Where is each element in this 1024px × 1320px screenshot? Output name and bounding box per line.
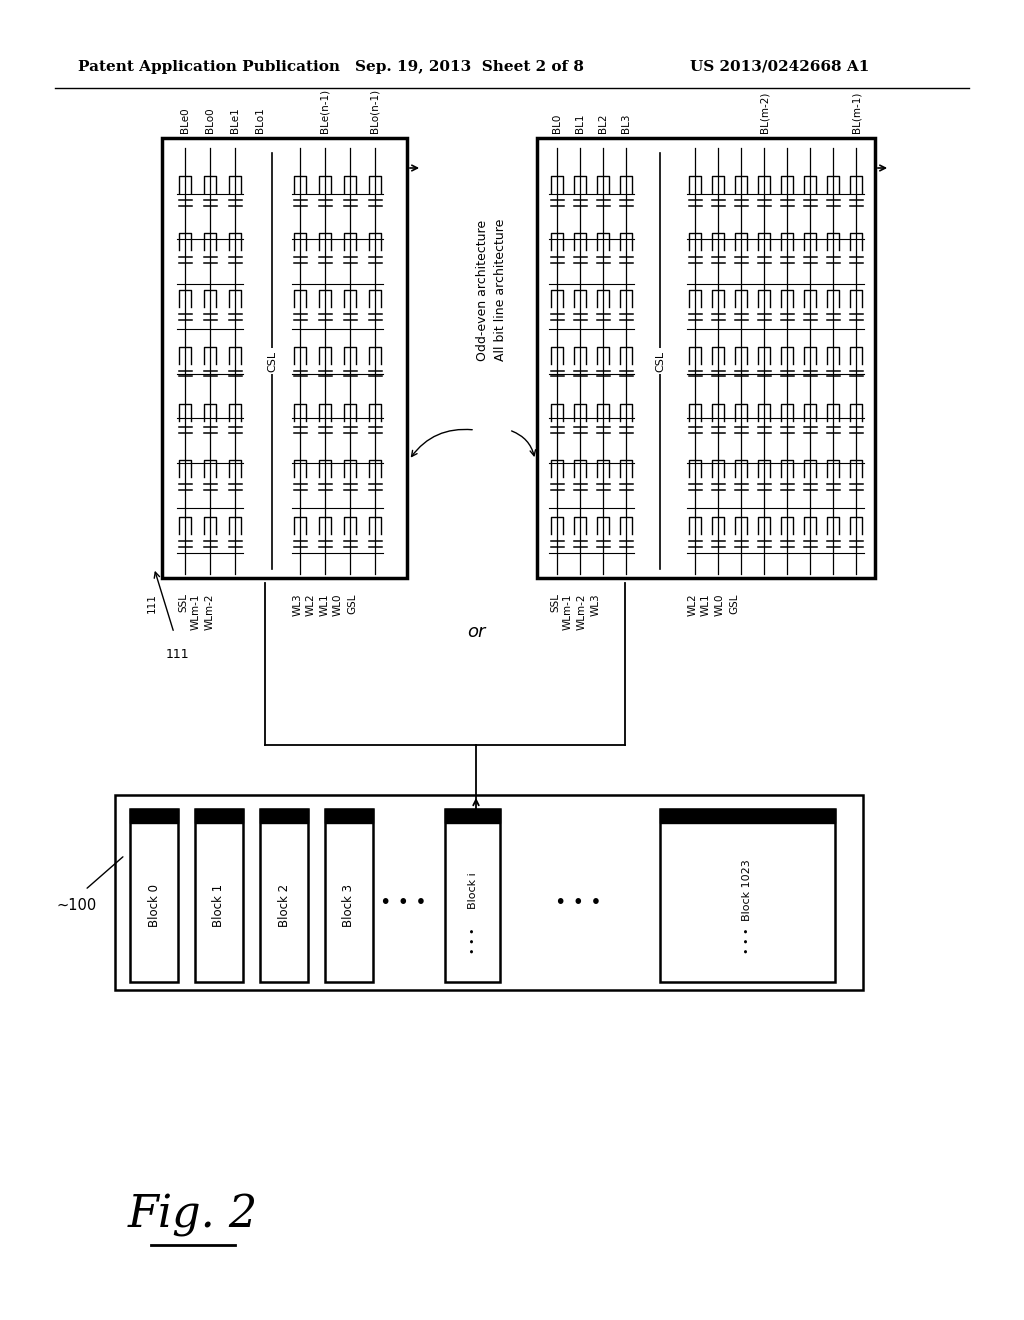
Text: WLm-1: WLm-1 [191, 593, 201, 630]
Text: Block 3: Block 3 [342, 884, 355, 927]
Text: Block 1: Block 1 [213, 884, 225, 927]
Bar [660, 809, 835, 822]
Text: Fig. 2: Fig. 2 [128, 1193, 258, 1237]
Text: or: or [467, 623, 485, 642]
Text: CSL: CSL [267, 350, 278, 371]
Text: Block 0: Block 0 [147, 884, 161, 927]
Text: US 2013/0242668 A1: US 2013/0242668 A1 [690, 59, 869, 74]
Bar [162, 139, 407, 578]
Text: WLm-1: WLm-1 [563, 593, 573, 630]
Text: BLo(n-1): BLo(n-1) [370, 88, 380, 133]
Text: 111: 111 [166, 648, 189, 661]
Text: WL1: WL1 [319, 593, 330, 615]
Text: SSL: SSL [550, 593, 560, 612]
Bar [195, 809, 243, 982]
Text: CSL: CSL [655, 350, 665, 371]
Bar [260, 809, 308, 822]
Text: WL2: WL2 [306, 593, 316, 615]
Bar [130, 809, 178, 982]
Text: • • •: • • • [742, 927, 753, 954]
Text: Sep. 19, 2013  Sheet 2 of 8: Sep. 19, 2013 Sheet 2 of 8 [355, 59, 584, 74]
Bar [325, 809, 373, 822]
Text: Odd-even architecture: Odd-even architecture [476, 219, 489, 360]
Text: SSL: SSL [178, 593, 188, 612]
Text: 111: 111 [147, 593, 157, 612]
Text: BLe1: BLe1 [230, 107, 240, 133]
Text: BLo1: BLo1 [255, 107, 265, 133]
Text: BLe(n-1): BLe(n-1) [319, 88, 330, 133]
Bar [130, 809, 178, 822]
Bar [537, 139, 874, 578]
Text: ~100: ~100 [57, 898, 97, 912]
Text: WLm-2: WLm-2 [577, 593, 587, 630]
Text: BL(m-1): BL(m-1) [851, 91, 861, 133]
Bar [445, 809, 500, 822]
Text: GSL: GSL [729, 593, 739, 614]
Bar [325, 809, 373, 982]
Text: Block 2: Block 2 [278, 884, 291, 927]
Text: Block i: Block i [468, 873, 477, 909]
Bar [195, 809, 243, 822]
Bar [660, 809, 835, 982]
Bar [260, 809, 308, 982]
Text: All bit line architecture: All bit line architecture [495, 219, 508, 362]
Text: • • •: • • • [555, 894, 601, 912]
Text: BLe0: BLe0 [180, 107, 190, 133]
Text: WL2: WL2 [688, 593, 698, 615]
Text: Block 1023: Block 1023 [742, 859, 753, 921]
Text: • • •: • • • [468, 927, 477, 954]
Text: Patent Application Publication: Patent Application Publication [78, 59, 340, 74]
Text: BL2: BL2 [598, 114, 608, 133]
Text: • • •: • • • [380, 894, 426, 912]
Text: WL0: WL0 [333, 593, 343, 615]
Text: BL(m-2): BL(m-2) [759, 91, 769, 133]
Text: BL1: BL1 [575, 114, 585, 133]
Text: WLm-2: WLm-2 [205, 593, 215, 630]
Text: WL0: WL0 [715, 593, 725, 615]
Text: BLo0: BLo0 [205, 107, 215, 133]
Text: WL3: WL3 [293, 593, 303, 615]
Text: WL1: WL1 [701, 593, 711, 615]
Text: WL3: WL3 [591, 593, 601, 615]
Text: GSL: GSL [347, 593, 357, 614]
Bar [445, 809, 500, 982]
Bar [115, 795, 863, 990]
Text: BL3: BL3 [621, 114, 631, 133]
Text: BL0: BL0 [552, 114, 562, 133]
